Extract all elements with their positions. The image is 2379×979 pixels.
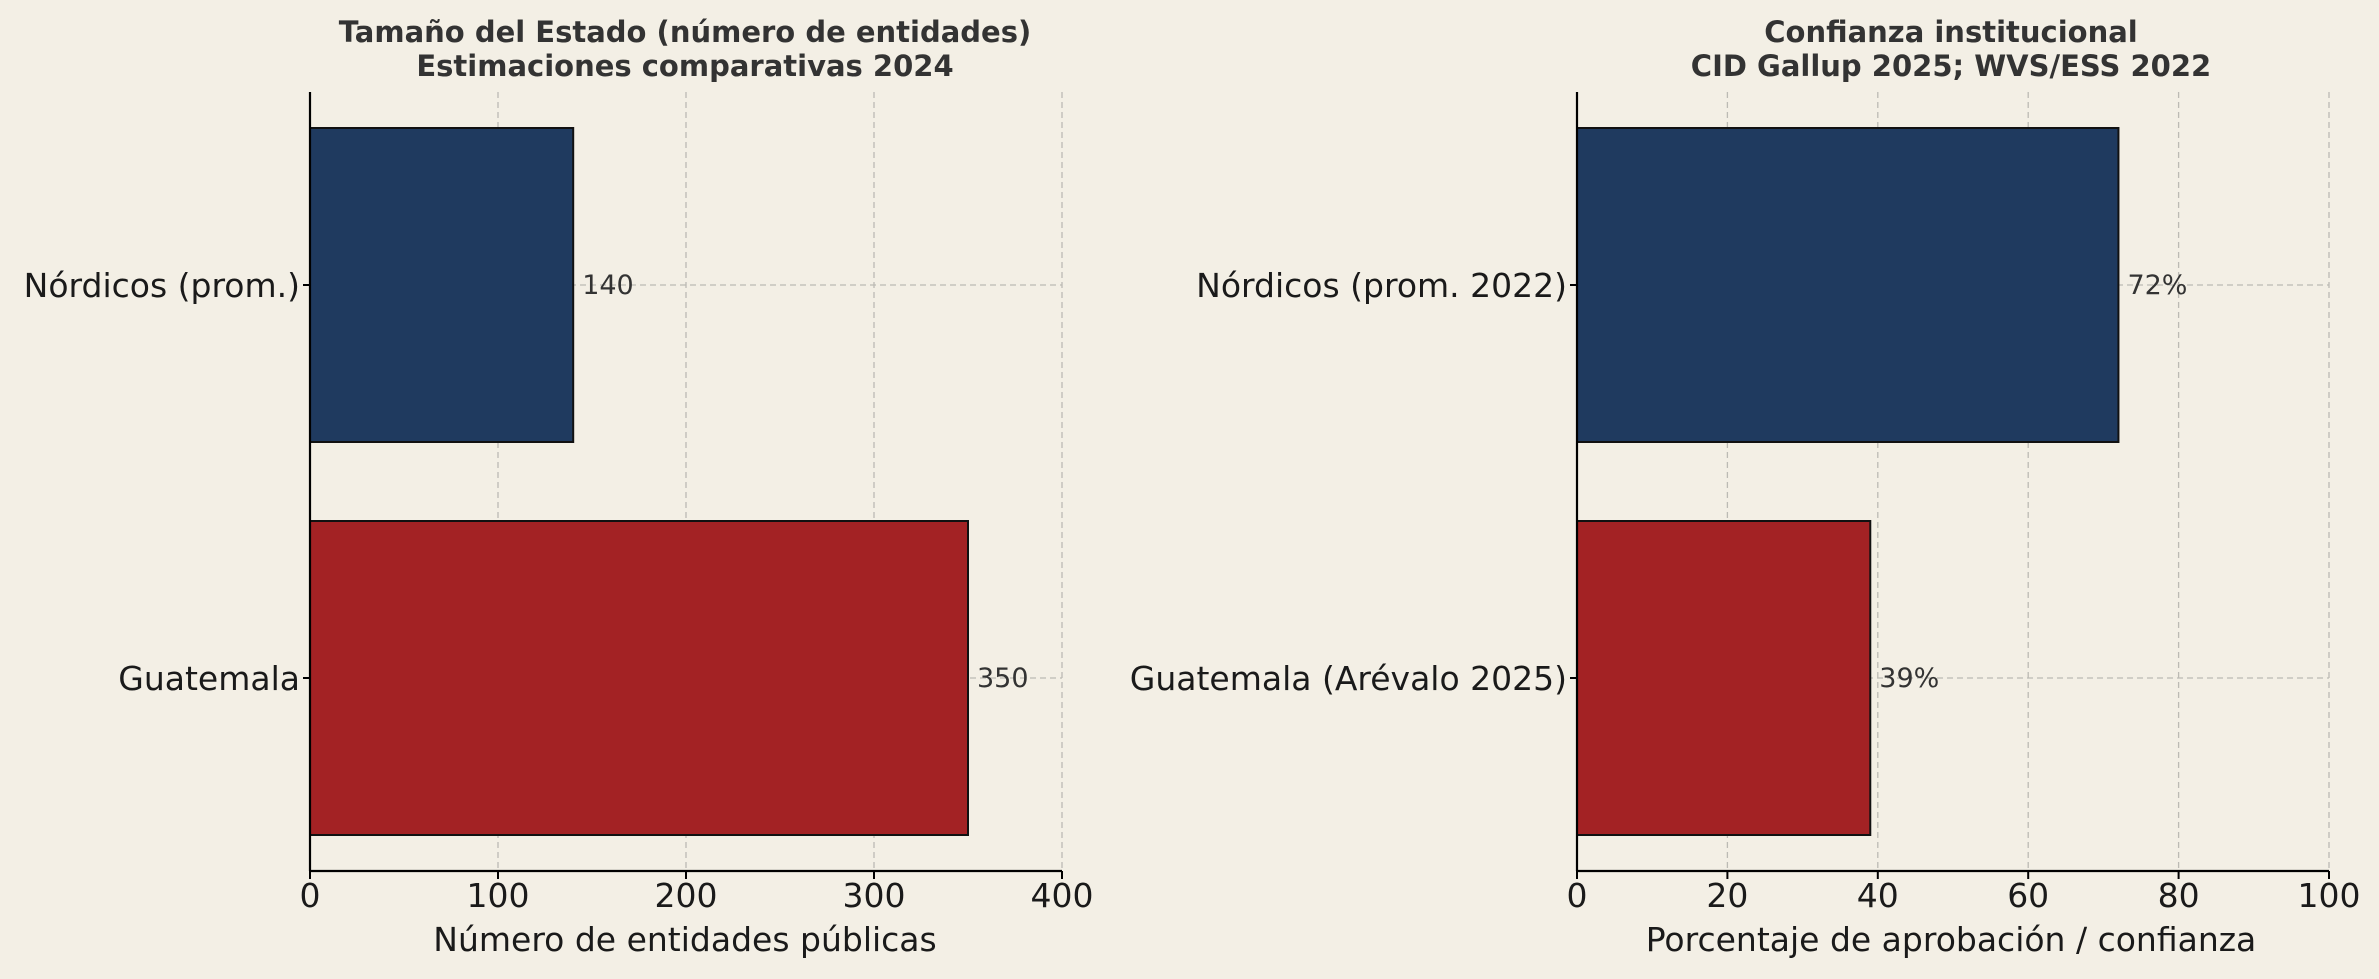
y-tick-label: Guatemala [118,659,300,698]
ticks: Nórdicos (prom. 2022) Guatemala (Arévalo … [1130,266,2361,915]
x-tick-label: 0 [1567,876,1588,915]
x-tick-label: 0 [300,876,321,915]
chart-subtitle: Estimaciones comparativas 2024 [416,49,953,83]
x-tick-label: 100 [467,876,530,915]
data-label: 140 [582,270,634,301]
chart-title: Tamaño del Estado (número de entidades) [339,15,1031,49]
x-tick-label: 60 [2007,876,2049,915]
y-tick-label: Guatemala (Arévalo 2025) [1130,659,1567,698]
x-tick-label: 20 [1706,876,1748,915]
data-label: 39% [1879,663,1939,694]
x-tick-label: 400 [1031,876,1094,915]
y-tick-label: Nórdicos (prom.) [24,266,300,305]
data-label: 350 [977,663,1029,694]
x-tick-label: 80 [2158,876,2200,915]
bars: 140 350 [309,127,1029,836]
bar [1576,520,1872,836]
x-tick-label: 300 [843,876,906,915]
data-label: 72% [2127,270,2187,301]
bar [309,520,969,836]
chart-title: Confianza institucional [1764,15,2137,49]
chart-subtitle: CID Gallup 2025; WVS/ESS 2022 [1691,49,2211,83]
x-axis-label: Número de entidades públicas [433,920,936,959]
axes [1575,92,2329,873]
bar [1576,127,2120,443]
x-tick-label: 200 [655,876,718,915]
x-tick-label: 40 [1857,876,1899,915]
y-tick-label: Nórdicos (prom. 2022) [1196,266,1567,305]
x-axis-label: Porcentaje de aprobación / confianza [1646,920,2257,959]
chart-confianza: Confianza institucional CID Gallup 2025;… [1130,15,2361,959]
x-tick-label: 100 [2298,876,2361,915]
chart-entidades: Tamaño del Estado (número de entidades) … [24,15,1094,959]
ticks: Nórdicos (prom.) Guatemala 0 100 200 300 400 [24,266,1094,915]
bar [309,127,575,443]
